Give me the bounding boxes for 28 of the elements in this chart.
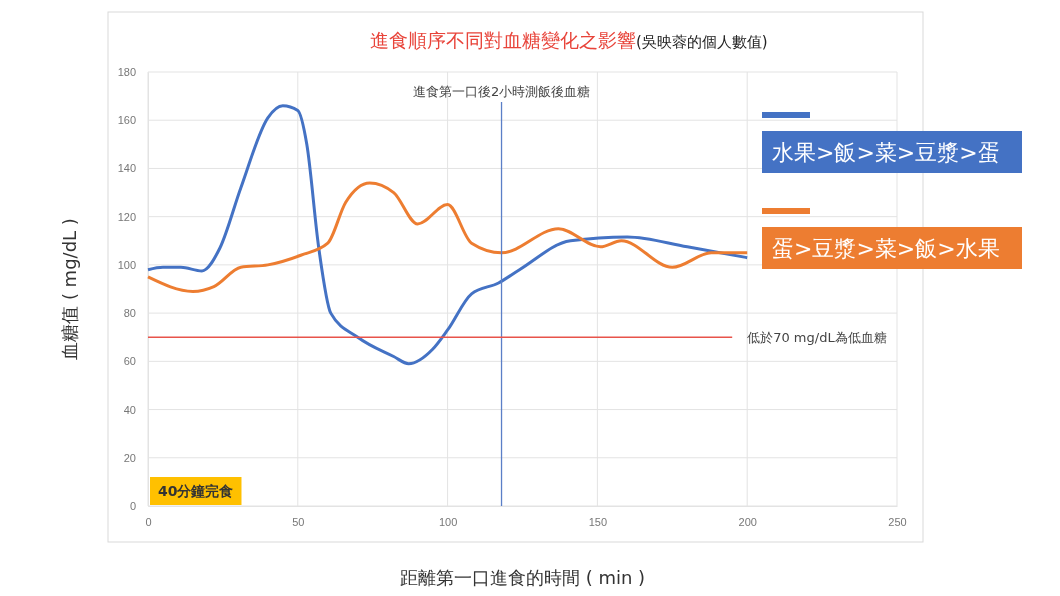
x-axis-title: 距離第一口進食的時間 ( min ) (399, 567, 646, 588)
y-tick-label: 40 (123, 403, 136, 416)
legend-label: 水果>飯>菜>豆漿>蛋 (772, 140, 1000, 165)
x-tick-label: 200 (738, 515, 757, 528)
x-tick-label: 0 (145, 515, 152, 528)
y-tick-label: 160 (117, 114, 136, 127)
ref-line-label: 低於70 mg/dL為低血糖 (747, 330, 887, 346)
x-tick-label: 100 (438, 515, 458, 528)
note-box: 40分鐘完食 (150, 477, 242, 505)
y-tick-label: 80 (123, 307, 136, 320)
line-series (146, 104, 749, 366)
x-tick-label: 250 (888, 515, 907, 528)
x-tick-label: 50 (292, 515, 305, 528)
y-tick-label: 60 (123, 355, 136, 368)
line-series (146, 181, 749, 293)
legend-label: 蛋>豆漿>菜>飯>水果 (772, 236, 1000, 261)
y-axis-title: 血糖值 ( mg/dL ) (59, 218, 80, 360)
y-tick-label: 180 (117, 66, 136, 79)
annotation: 40分鐘完食 (158, 483, 234, 499)
y-tick-label: 120 (117, 210, 136, 223)
y-tick-label: 140 (117, 162, 136, 175)
ref-line-label: 進食第一口後2小時測飯後血糖 (412, 84, 591, 99)
y-tick-label: 20 (123, 451, 136, 464)
y-tick-label: 100 (117, 258, 136, 271)
x-tick-label: 150 (588, 515, 608, 528)
chart-subtitle: (吳映蓉的個人數值) (636, 33, 768, 51)
y-tick-label: 0 (129, 500, 136, 513)
chart-title: 進食順序不同對血糖變化之影響 (370, 29, 636, 51)
